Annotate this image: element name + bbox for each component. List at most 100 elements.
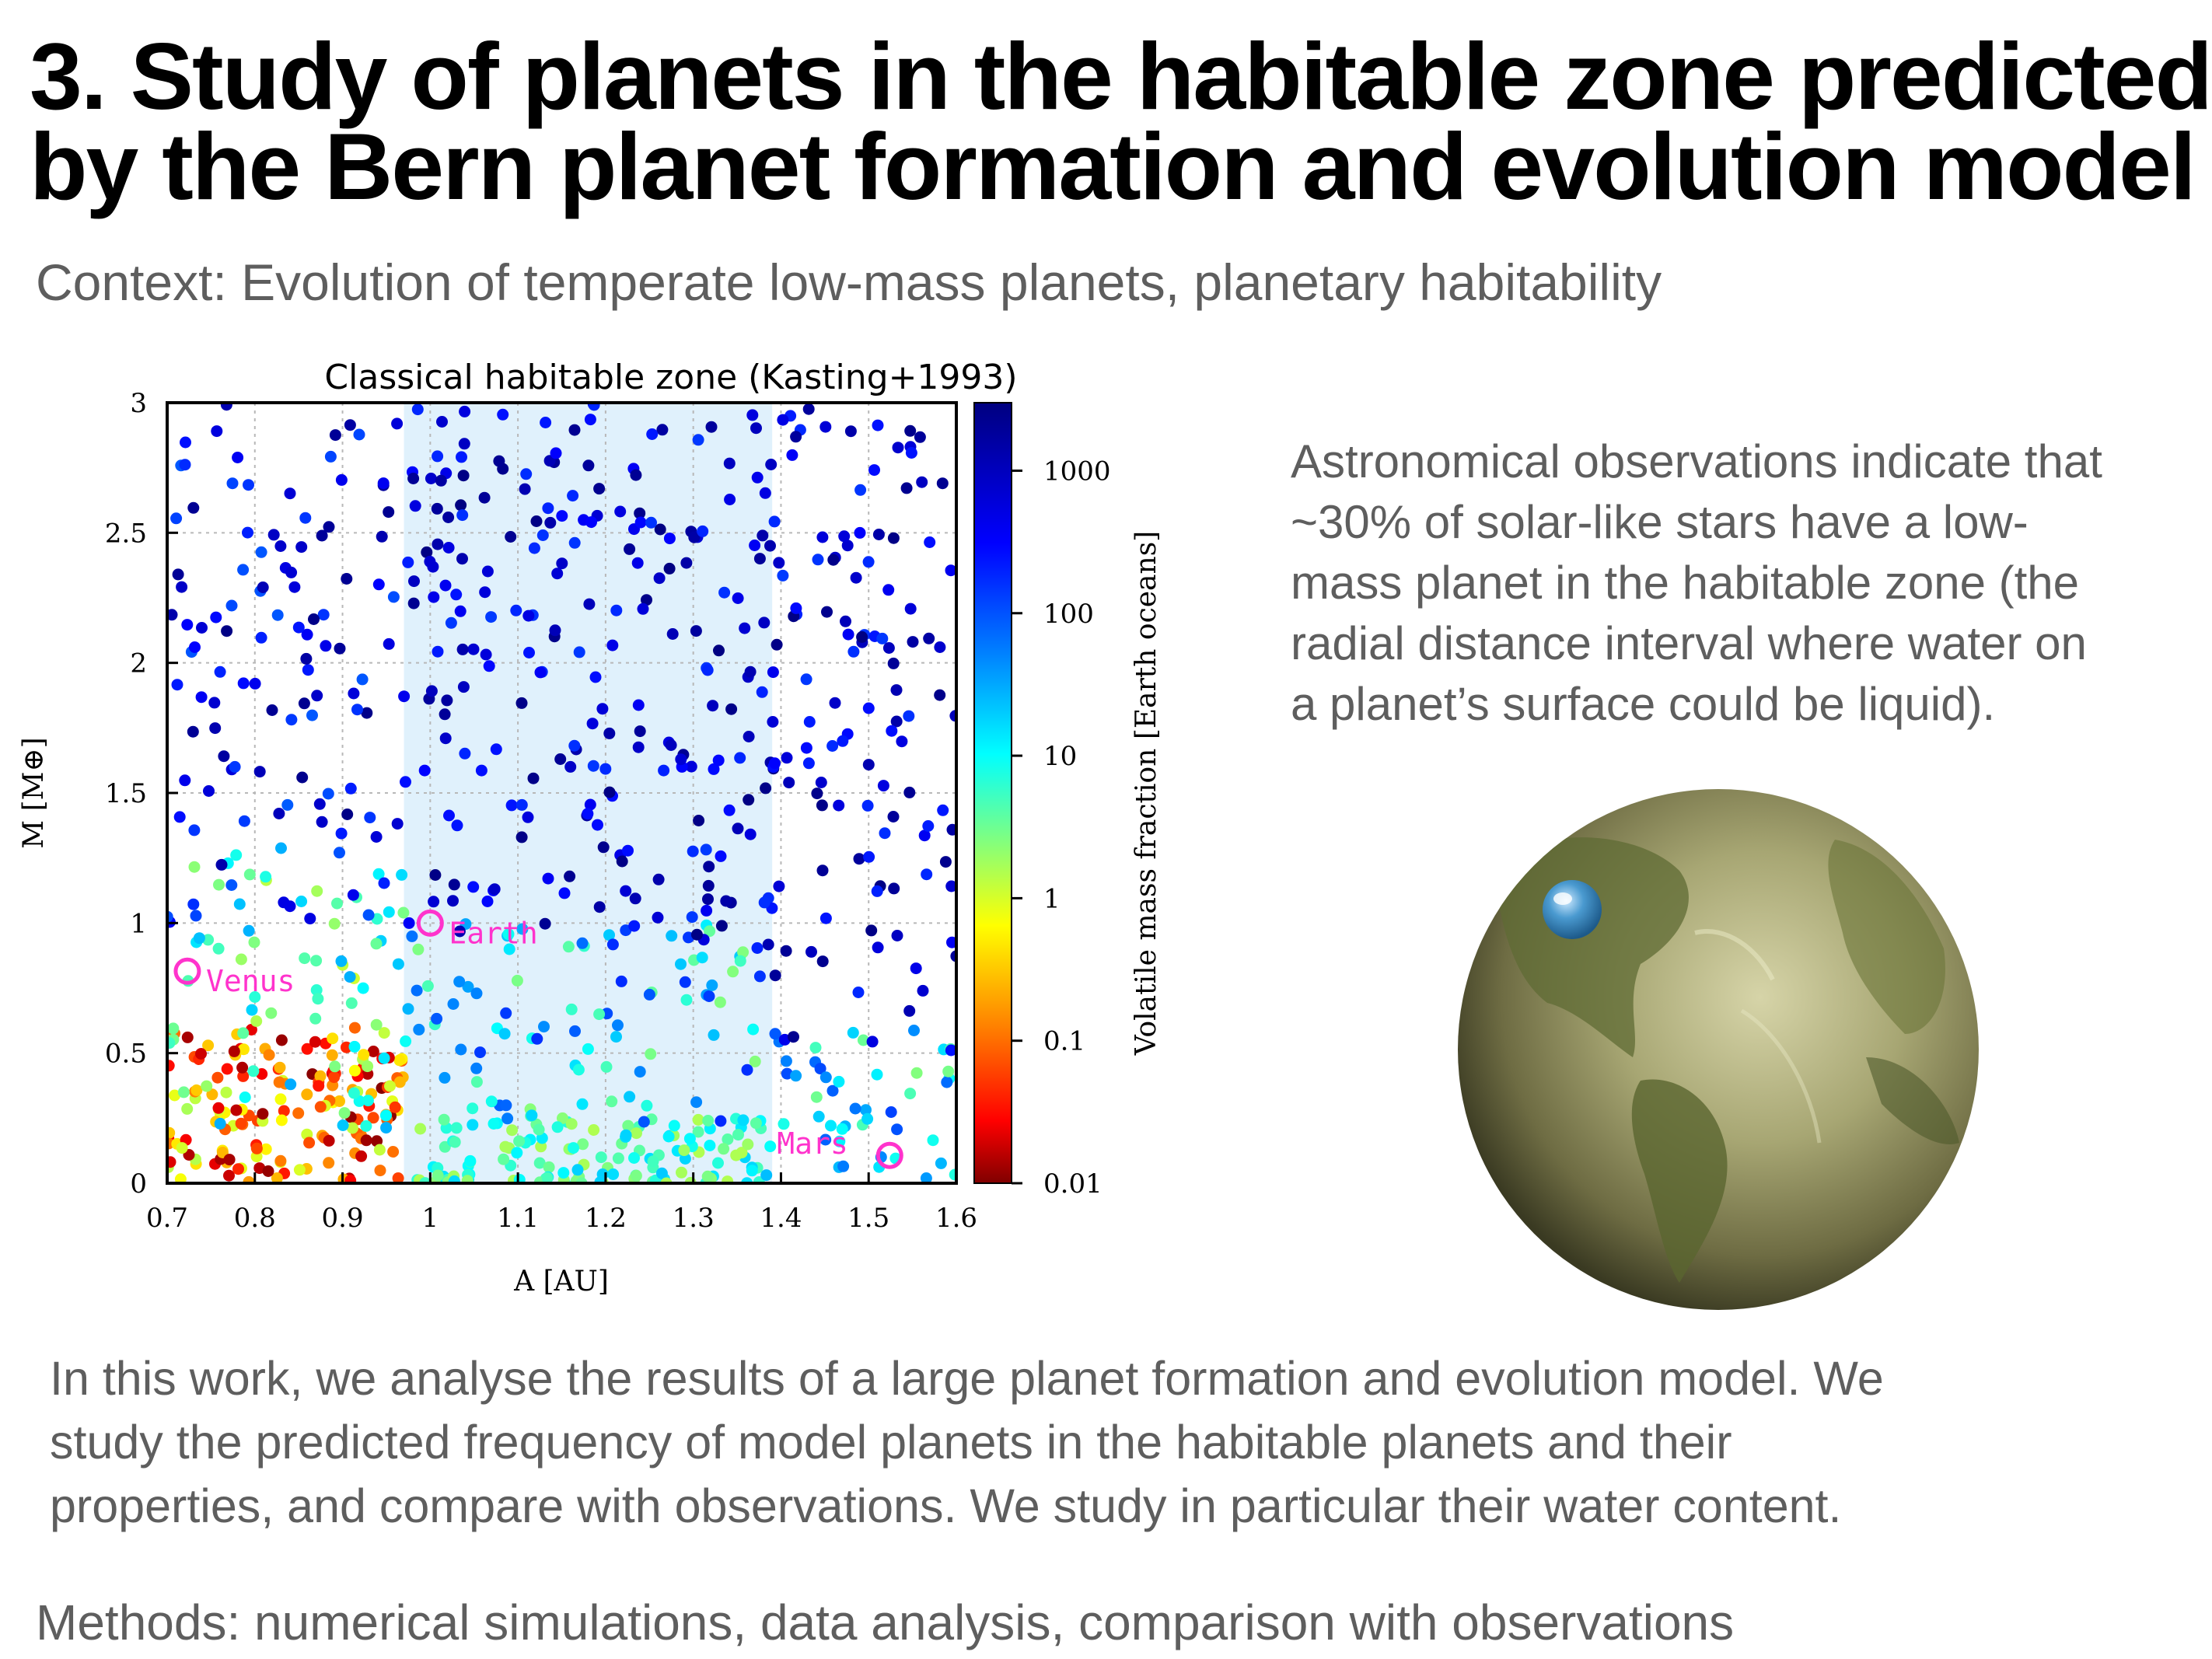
planet-point bbox=[781, 752, 793, 764]
title-line-1: 3. Study of planets in the habitable zon… bbox=[30, 23, 2212, 129]
planet-point bbox=[585, 516, 597, 529]
planet-point bbox=[641, 1099, 653, 1112]
planet-point bbox=[816, 799, 828, 812]
planet-point bbox=[402, 1003, 414, 1015]
planet-point bbox=[812, 554, 824, 566]
x-tick-label: 1.4 bbox=[760, 1203, 802, 1234]
planet-point bbox=[485, 611, 498, 623]
planet-point bbox=[181, 1031, 194, 1043]
planet-point bbox=[812, 1110, 825, 1123]
planet-point bbox=[344, 782, 357, 795]
planet-point bbox=[696, 952, 708, 964]
planet-point bbox=[344, 971, 356, 983]
work-line: study the predicted frequency of model p… bbox=[50, 1416, 1732, 1469]
planet-point bbox=[790, 602, 802, 614]
planet-point bbox=[597, 841, 610, 854]
planet-point bbox=[704, 1140, 716, 1151]
planet-point bbox=[303, 1137, 316, 1149]
planet-point bbox=[567, 490, 579, 502]
colorbar-tick-label: 0.01 bbox=[1043, 1168, 1103, 1200]
planet-point bbox=[188, 861, 201, 873]
planet-point bbox=[900, 482, 913, 494]
planet-point bbox=[326, 1049, 338, 1061]
planet-point bbox=[862, 556, 875, 568]
planet-point bbox=[662, 1130, 675, 1143]
planet-point bbox=[614, 505, 627, 518]
planet-point bbox=[314, 1070, 327, 1082]
planet-point bbox=[844, 425, 857, 438]
planet-point bbox=[690, 625, 702, 637]
planet-point bbox=[760, 1169, 773, 1182]
planet-point bbox=[176, 1142, 188, 1154]
planet-point bbox=[447, 998, 460, 1010]
planet-point bbox=[892, 442, 904, 454]
planet-point bbox=[398, 690, 411, 703]
planet-point bbox=[442, 542, 455, 554]
planet-point bbox=[526, 1109, 538, 1122]
planet-point bbox=[223, 1169, 235, 1182]
y-tick-label: 2 bbox=[130, 648, 147, 679]
planet-point bbox=[193, 932, 205, 945]
planet-point bbox=[355, 1150, 368, 1162]
x-tick-label: 0.7 bbox=[146, 1203, 188, 1234]
planet-point bbox=[838, 530, 851, 543]
planet-point bbox=[260, 871, 272, 883]
planet-point bbox=[645, 516, 657, 529]
planet-point bbox=[847, 645, 860, 658]
planet-point bbox=[595, 1151, 607, 1164]
planet-point bbox=[634, 725, 646, 738]
y-tick-label: 0.5 bbox=[105, 1039, 147, 1070]
planet-point bbox=[941, 1076, 953, 1088]
planet-point bbox=[551, 1121, 564, 1133]
planet-point bbox=[411, 984, 423, 997]
planet-point bbox=[628, 920, 641, 932]
planet-point bbox=[428, 591, 440, 603]
planet-point bbox=[615, 975, 627, 987]
planet-point bbox=[704, 925, 716, 938]
planet-point bbox=[584, 798, 596, 811]
planet-point bbox=[450, 589, 463, 601]
planet-point bbox=[459, 405, 471, 417]
planet-point bbox=[562, 941, 575, 953]
planet-point bbox=[320, 640, 332, 652]
x-tick-label: 1 bbox=[422, 1203, 439, 1234]
planet-point bbox=[872, 941, 884, 954]
planet-point bbox=[171, 679, 183, 691]
planet-point bbox=[328, 1071, 341, 1084]
planet-point bbox=[470, 1076, 483, 1088]
planet-point bbox=[310, 955, 323, 967]
planet-point bbox=[783, 777, 795, 789]
planet-point bbox=[920, 1172, 932, 1183]
planet-point bbox=[470, 1062, 483, 1074]
planet-point bbox=[392, 1172, 404, 1183]
planet-point bbox=[534, 666, 547, 679]
planet-point bbox=[693, 815, 705, 826]
planet-point bbox=[362, 909, 375, 921]
planet-point bbox=[753, 553, 766, 565]
planet-point bbox=[686, 911, 698, 924]
planet-point bbox=[467, 1119, 479, 1131]
planet-point bbox=[344, 419, 356, 431]
planet-point bbox=[323, 1157, 335, 1169]
planet-point bbox=[769, 1028, 781, 1040]
planet-point bbox=[786, 449, 798, 461]
planet-point bbox=[757, 529, 769, 542]
planet-point bbox=[214, 665, 226, 678]
solar-planet-marker-venus bbox=[173, 957, 201, 985]
planet-point bbox=[462, 980, 474, 993]
planet-point bbox=[169, 1089, 181, 1102]
planet-point bbox=[311, 885, 323, 897]
planet-point bbox=[568, 424, 581, 436]
description-line: a planet’s surface could be liquid). bbox=[1291, 678, 1996, 730]
planet-point bbox=[652, 911, 664, 924]
planet-point bbox=[675, 958, 687, 970]
planet-point bbox=[275, 1114, 288, 1126]
planet-point bbox=[195, 691, 208, 704]
planet-point bbox=[910, 962, 922, 975]
planet-point bbox=[327, 1032, 339, 1045]
planet-point bbox=[376, 530, 388, 543]
planet-point bbox=[425, 685, 438, 697]
planet-point bbox=[910, 1067, 923, 1079]
planet-point bbox=[357, 982, 369, 994]
planet-point bbox=[554, 753, 567, 765]
